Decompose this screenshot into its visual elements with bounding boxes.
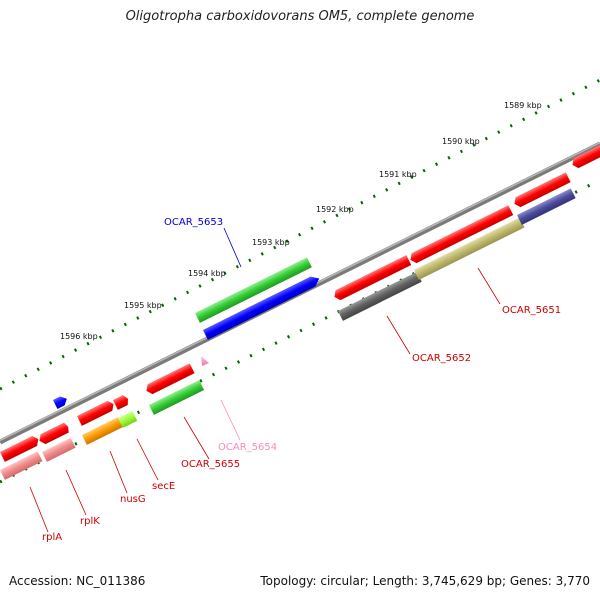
kbp-label: 1594 kbp xyxy=(188,269,226,278)
gene-rplA[interactable] xyxy=(0,434,41,462)
gene-label-OCAR_5651[interactable]: OCAR_5651 xyxy=(502,305,561,316)
feature-OCAR_5651-olive xyxy=(414,217,525,280)
feature-rplA-pink xyxy=(0,451,43,480)
accession-text: Accession: NC_011386 xyxy=(9,574,146,588)
feature-nusG-orange xyxy=(82,417,123,445)
feature-navy xyxy=(517,188,576,225)
label-leaders xyxy=(29,227,501,533)
leader-line-secE xyxy=(136,438,159,481)
leader-line-OCAR_5655 xyxy=(183,416,210,460)
gene-label-rplK[interactable]: rplK xyxy=(80,516,100,527)
gene-label-OCAR_5653[interactable]: OCAR_5653 xyxy=(164,217,223,228)
gene-label-OCAR_5652[interactable]: OCAR_5652 xyxy=(412,353,471,364)
kbp-label: 1593 kbp xyxy=(252,238,290,247)
gene-red-edge[interactable] xyxy=(570,137,600,170)
kbp-label: 1590 kbp xyxy=(442,137,480,146)
gene-rplK[interactable] xyxy=(37,422,71,446)
map-title: Oligotropha carboxidovorans OM5, complet… xyxy=(125,9,475,24)
leader-line-OCAR_5653 xyxy=(223,227,242,268)
kbp-label: 1591 kbp xyxy=(379,170,417,179)
gene-secE[interactable] xyxy=(113,394,130,410)
gene-nusG[interactable] xyxy=(77,399,116,426)
gene-blue-marker xyxy=(53,396,67,409)
kbp-label: 1589 kbp xyxy=(504,101,542,110)
gene-labels: OCAR_5653 OCAR_5651 OCAR_5652 OCAR_5654 OCAR… xyxy=(42,217,561,543)
leader-line-OCAR_5654 xyxy=(220,399,241,441)
feature-OCAR_5652-grey xyxy=(338,271,422,321)
leader-line-nusG xyxy=(109,450,128,494)
leader-line-rplK xyxy=(65,469,87,516)
gene-OCAR_5653-green[interactable] xyxy=(195,257,312,323)
gene-label-rplA[interactable]: rplA xyxy=(42,532,62,543)
leader-line-rplA xyxy=(29,486,49,533)
leader-line-OCAR_5652 xyxy=(386,315,411,355)
gene-label-OCAR_5655[interactable]: OCAR_5655 xyxy=(181,459,240,470)
gene-OCAR_5652-red[interactable] xyxy=(332,255,412,302)
kbp-labels: 1589 kbp 1590 kbp 1591 kbp 1592 kbp 1593 kbp… xyxy=(60,101,542,341)
gene-label-nusG[interactable]: nusG xyxy=(120,494,146,505)
kbp-label: 1596 kbp xyxy=(60,332,98,341)
gene-red-upper-right[interactable] xyxy=(512,172,571,209)
gene-label-secE[interactable]: secE xyxy=(152,481,175,492)
leader-line-OCAR_5651 xyxy=(477,267,501,305)
gene-OCAR_5651-red[interactable] xyxy=(408,205,514,265)
gene-OCAR_5654[interactable] xyxy=(201,356,209,366)
genome-summary: Topology: circular; Length: 3,745,629 bp… xyxy=(260,574,590,588)
feature-rplK-pink xyxy=(42,437,76,462)
coordinate-tracks xyxy=(0,78,600,484)
gene-label-OCAR_5654[interactable]: OCAR_5654 xyxy=(218,442,277,453)
gene-OCAR_5653-blue[interactable] xyxy=(203,274,322,340)
kbp-label: 1592 kbp xyxy=(316,205,354,214)
feature-OCAR_5655-green xyxy=(149,380,205,415)
outer-tick-track xyxy=(0,78,600,391)
kbp-label: 1595 kbp xyxy=(124,301,162,310)
gene-OCAR_5655-red[interactable] xyxy=(144,363,195,396)
feature-secE-lime xyxy=(118,410,138,428)
